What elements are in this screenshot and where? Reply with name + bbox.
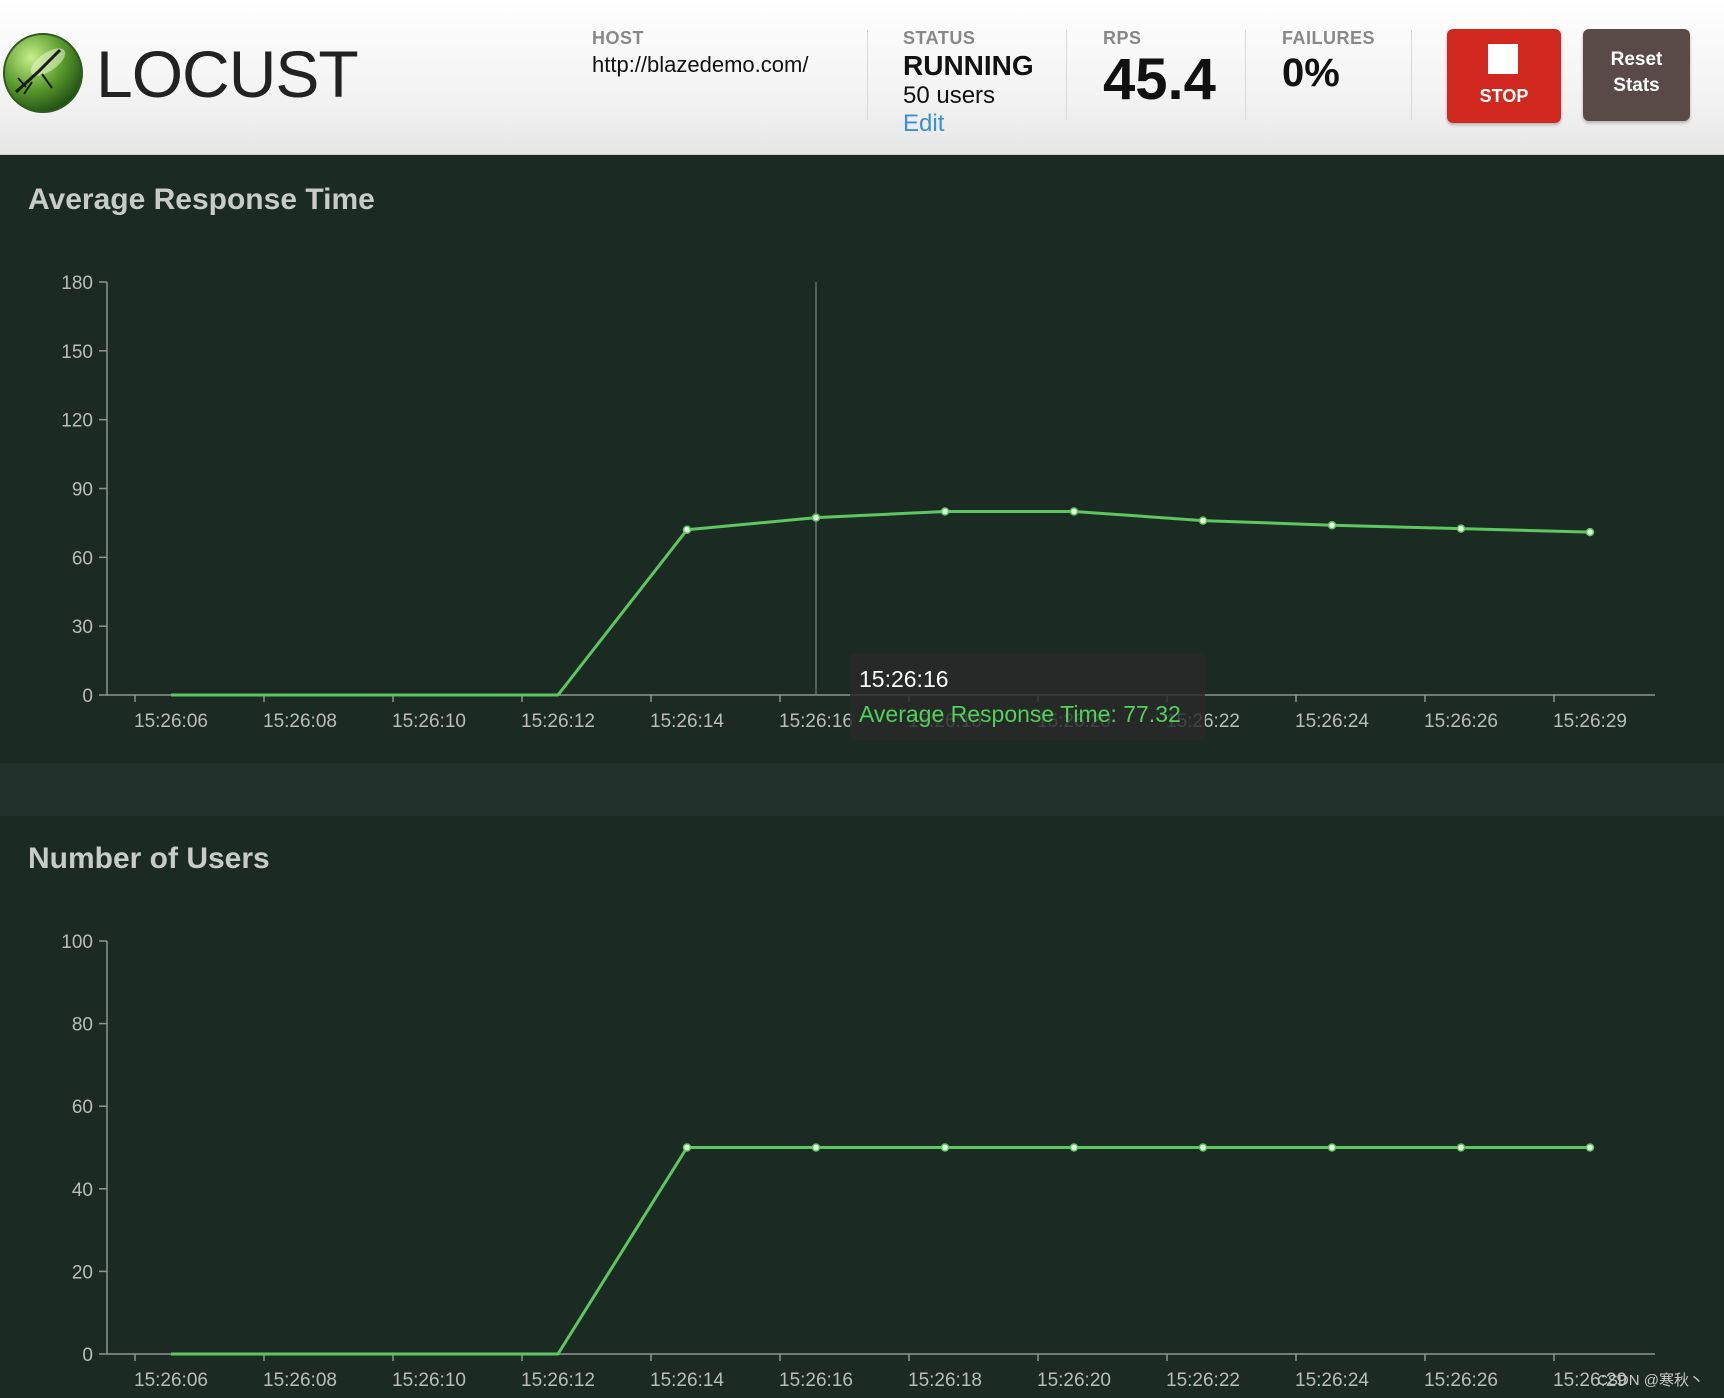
host-stat: HOST http://blazedemo.com/ <box>592 28 808 78</box>
users-panel: Number of Users 0 20 40 60 80 100 15:26:06 15:2… <box>0 816 1724 1398</box>
users-chart[interactable]: 0 20 40 60 80 100 15:26:06 15:26:08 15:26:10 15:2… <box>0 816 1724 1398</box>
reset-label-line1: Reset <box>1610 49 1663 70</box>
x-tick-label: 15:26:16 <box>779 711 853 732</box>
x-tick-label: 15:26:10 <box>392 711 466 732</box>
locust-logo-icon <box>3 33 83 113</box>
watermark: CSDN @寒秋丶 <box>1597 1372 1704 1389</box>
x-tick-label: 15:26:29 <box>1553 711 1627 732</box>
divider <box>867 30 868 120</box>
y-tick-label: 0 <box>82 1345 93 1366</box>
data-point <box>811 1143 821 1152</box>
y-tick-label: 180 <box>61 273 93 294</box>
divider <box>1245 30 1246 120</box>
data-point <box>1327 1143 1337 1152</box>
status-stat: STATUS RUNNING 50 users Edit <box>903 28 1034 138</box>
stop-icon <box>1488 44 1518 74</box>
failures-value: 0% <box>1282 51 1340 95</box>
y-tick-label: 0 <box>82 686 93 707</box>
top-nav-bar: LOCUST HOST http://blazedemo.com/ STATUS… <box>0 0 1724 155</box>
x-tick-label: 15:26:24 <box>1295 711 1369 732</box>
y-tick-label: 150 <box>61 342 93 363</box>
stop-button[interactable]: STOP <box>1447 29 1561 123</box>
data-point <box>940 1143 950 1152</box>
data-point <box>1069 507 1079 516</box>
data-point <box>1585 1143 1595 1152</box>
x-tick-label: 15:26:29 <box>1553 1370 1627 1391</box>
y-tick-label: 120 <box>61 411 93 432</box>
data-point <box>1198 516 1208 525</box>
x-tick-label: 15:26:26 <box>1424 711 1498 732</box>
x-tick-label: 15:26:10 <box>392 1370 466 1391</box>
data-point <box>940 507 950 516</box>
data-point <box>1456 1143 1466 1152</box>
x-tick-label: 15:26:12 <box>521 711 595 732</box>
x-tick-label: 15:26:08 <box>263 1370 337 1391</box>
stop-label: STOP <box>1479 86 1529 106</box>
panel-gap <box>0 763 1724 816</box>
data-point <box>1456 524 1466 533</box>
x-tick-label: 15:26:06 <box>134 1370 208 1391</box>
series-line <box>171 1146 1590 1356</box>
chart-tooltip: 15:26:16 Average Response Time: 77.32 <box>850 654 1205 740</box>
reset-label-line2: Stats <box>1613 75 1660 96</box>
data-point <box>682 1143 692 1152</box>
failures-label: FAILURES <box>1282 28 1376 48</box>
x-tick-label: 15:26:14 <box>650 711 724 732</box>
x-tick-label: 15:26:24 <box>1295 1370 1369 1391</box>
x-tick-label: 15:26:06 <box>134 711 208 732</box>
data-point <box>1198 1143 1208 1152</box>
x-tick-label: 15:26:26 <box>1424 1370 1498 1391</box>
rps-stat: RPS 45.4 <box>1103 28 1216 112</box>
users-title: Number of Users <box>28 842 270 875</box>
failures-stat: FAILURES 0% <box>1282 28 1375 96</box>
rps-value: 45.4 <box>1103 47 1216 112</box>
data-point <box>811 513 821 522</box>
reset-stats-button[interactable]: Reset Stats <box>1583 29 1690 121</box>
tooltip-time: 15:26:16 <box>859 666 949 692</box>
x-tick-label: 15:26:14 <box>650 1370 724 1391</box>
x-tick-label: 15:26:16 <box>779 1370 853 1391</box>
y-tick-label: 30 <box>72 617 93 638</box>
data-point <box>1585 527 1595 537</box>
x-tick-label: 15:26:18 <box>908 1370 982 1391</box>
status-label: STATUS <box>903 28 976 48</box>
data-point <box>1327 520 1337 530</box>
y-tick-label: 20 <box>72 1262 93 1283</box>
y-tick-label: 80 <box>72 1015 93 1036</box>
divider <box>1066 30 1067 120</box>
y-tick-label: 40 <box>72 1180 93 1201</box>
x-tick-label: 15:26:08 <box>263 711 337 732</box>
y-tick-label: 90 <box>72 480 93 501</box>
response-time-title: Average Response Time <box>28 183 375 216</box>
logo-text: LOCUST <box>96 37 359 111</box>
edit-link[interactable]: Edit <box>903 110 945 137</box>
y-tick-label: 100 <box>61 932 93 953</box>
y-tick-label: 60 <box>72 1097 93 1118</box>
tooltip-value: Average Response Time: 77.32 <box>859 701 1181 727</box>
data-point <box>1069 1143 1079 1152</box>
rps-label: RPS <box>1103 28 1142 48</box>
host-label: HOST <box>592 28 645 48</box>
y-tick-label: 60 <box>72 548 93 569</box>
x-tick-label: 15:26:20 <box>1037 1370 1111 1391</box>
divider <box>1411 30 1412 120</box>
data-point <box>682 525 692 535</box>
x-tick-label: 15:26:12 <box>521 1370 595 1391</box>
status-value: RUNNING <box>903 50 1034 81</box>
series-line <box>171 509 1591 697</box>
host-value: http://blazedemo.com/ <box>592 52 809 77</box>
user-count: 50 users <box>903 82 996 109</box>
x-tick-label: 15:26:22 <box>1166 1370 1240 1391</box>
